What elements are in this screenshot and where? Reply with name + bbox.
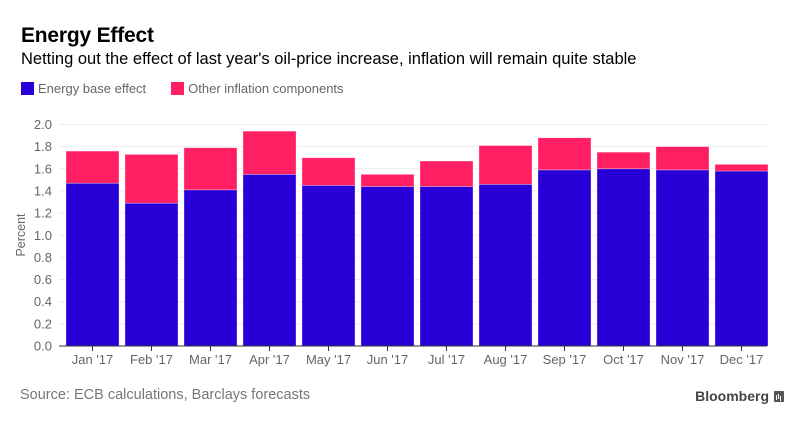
y-tick-label: 1.2	[34, 206, 52, 221]
y-tick-label: 1.0	[34, 228, 52, 243]
y-tick-label: 1.4	[34, 183, 52, 198]
source-note: Source: ECB calculations, Barclays forec…	[20, 387, 311, 403]
y-tick-label: 0.8	[34, 250, 52, 265]
bar-energy-base-effect	[478, 184, 533, 347]
bar-energy-base-effect	[301, 185, 356, 347]
x-tick-label: Oct '17	[603, 352, 644, 367]
x-tick-label: Jul '17	[428, 352, 465, 367]
legend-swatch-energy	[21, 82, 34, 95]
legend-swatch-other	[171, 82, 185, 95]
bar-energy-base-effect	[655, 169, 710, 347]
y-tick-label: 0.0	[34, 339, 52, 354]
bar-energy-base-effect	[360, 186, 415, 347]
bar-other-inflation	[242, 130, 297, 175]
bars	[65, 130, 769, 347]
bar-other-inflation	[65, 150, 120, 184]
bar-other-inflation	[124, 154, 179, 204]
legend-item-other-components: Other inflation components	[171, 81, 344, 96]
legend-item-energy-base-effect: Energy base effect	[21, 81, 146, 96]
bar-energy-base-effect	[183, 189, 238, 347]
bar-other-inflation	[655, 146, 710, 171]
bar-energy-base-effect	[242, 174, 297, 347]
bar-energy-base-effect	[537, 169, 592, 347]
bar-other-inflation	[301, 157, 356, 186]
x-tick-label: Feb '17	[130, 352, 173, 367]
x-tick-label: May '17	[306, 352, 351, 367]
chart-subtitle: Netting out the effect of last year's oi…	[21, 50, 637, 68]
legend-label-energy: Energy base effect	[38, 81, 147, 96]
x-tick-label: Jan '17	[72, 352, 114, 367]
x-tick-label: Aug '17	[484, 352, 528, 367]
x-tick-label: Jun '17	[367, 352, 409, 367]
bar-other-inflation	[537, 137, 592, 171]
brand-name: Bloomberg	[695, 388, 769, 404]
x-tick-label: Sep '17	[543, 352, 587, 367]
bloomberg-chart-icon	[774, 390, 784, 402]
bar-energy-base-effect	[419, 186, 474, 347]
bar-other-inflation	[183, 147, 238, 191]
chart-title: Energy Effect	[21, 24, 154, 47]
bar-other-inflation	[360, 174, 415, 187]
x-tick-label: Apr '17	[249, 352, 290, 367]
x-tick-label: Mar '17	[189, 352, 232, 367]
bar-energy-base-effect	[596, 168, 651, 347]
bar-other-inflation	[714, 164, 769, 172]
bar-other-inflation	[419, 160, 474, 187]
bar-energy-base-effect	[714, 170, 769, 347]
bar-other-inflation	[596, 151, 651, 170]
y-tick-label: 0.4	[34, 294, 52, 309]
y-axis-label: Percent	[14, 213, 28, 257]
y-axis-ticks: 0.0 0.2 0.4 0.6 0.8 1.0 1.2 1.4 1.6 1.8 2.0	[34, 117, 52, 354]
bar-other-inflation	[478, 145, 533, 185]
bloomberg-logo: Bloomberg	[695, 388, 784, 404]
legend-label-other: Other inflation components	[188, 81, 344, 96]
x-tick-label: Dec '17	[720, 352, 764, 367]
y-tick-label: 0.6	[34, 272, 52, 287]
y-tick-label: 1.8	[34, 139, 52, 154]
y-tick-label: 1.6	[34, 161, 52, 176]
legend: Energy base effect Other inflation compo…	[21, 81, 369, 96]
y-tick-label: 0.2	[34, 316, 52, 331]
x-axis-ticks: Jan '17 Feb '17 Mar '17 Apr '17 May '17 Jun '…	[72, 346, 764, 367]
bar-energy-base-effect	[124, 202, 179, 347]
bar-energy-base-effect	[65, 182, 120, 347]
x-tick-label: Nov '17	[661, 352, 705, 367]
y-tick-label: 2.0	[34, 117, 52, 132]
